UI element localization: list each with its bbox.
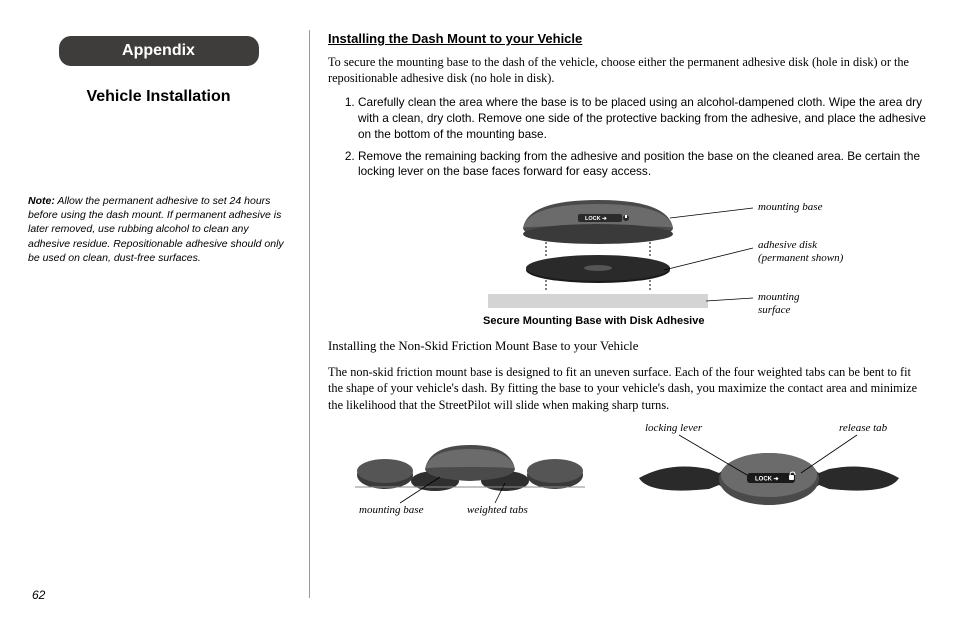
page-number: 62 xyxy=(32,588,45,602)
section-title: Vehicle Installation xyxy=(28,88,289,106)
figure-nonskid-row: mounting base weighted tabs locking leve… xyxy=(328,421,926,531)
lock-label-2: LOCK ➔ xyxy=(755,477,779,483)
label-release-tab: release tab xyxy=(839,421,887,436)
label-mounting-base: mounting base xyxy=(758,200,822,215)
label-mounting-surface-l2: surface xyxy=(758,303,790,318)
label-weighted-tabs: weighted tabs xyxy=(467,503,528,518)
label-adhesive-disk-l2: (permanent shown) xyxy=(758,251,843,266)
figure1-caption: Secure Mounting Base with Disk Adhesive xyxy=(483,314,704,329)
note-body: Allow the permanent adhesive to set 24 h… xyxy=(28,195,284,264)
label-locking-lever: locking lever xyxy=(645,421,702,436)
step-item: Remove the remaining backing from the ad… xyxy=(358,149,926,181)
heading-nonskid: Installing the Non-Skid Friction Mount B… xyxy=(328,338,926,355)
label-mounting-base-2: mounting base xyxy=(359,503,423,518)
figure-nonskid-top: locking lever release tab LOCK ➔ xyxy=(629,421,909,531)
sidebar: Appendix Vehicle Installation Note: Allo… xyxy=(28,30,310,598)
intro-paragraph: To secure the mounting base to the dash … xyxy=(328,54,926,87)
step-item: Carefully clean the area where the base … xyxy=(358,95,926,143)
lock-label: LOCK ➔ xyxy=(585,216,607,222)
install-steps: Carefully clean the area where the base … xyxy=(328,95,926,181)
figure-disk-adhesive: LOCK ➔ mounting base adhesive disk (perm… xyxy=(328,190,926,330)
note-text: Note: Allow the permanent adhesive to se… xyxy=(28,194,289,265)
nonskid-paragraph: The non-skid friction mount base is desi… xyxy=(328,364,926,414)
main-content: Installing the Dash Mount to your Vehicl… xyxy=(310,30,926,598)
nonskid-top-diagram: LOCK ➔ xyxy=(629,433,909,533)
figure-nonskid-side: mounting base weighted tabs xyxy=(345,421,595,531)
note-bold: Note: xyxy=(28,195,55,207)
heading-dash-mount: Installing the Dash Mount to your Vehicl… xyxy=(328,30,926,48)
appendix-badge: Appendix xyxy=(59,36,259,66)
